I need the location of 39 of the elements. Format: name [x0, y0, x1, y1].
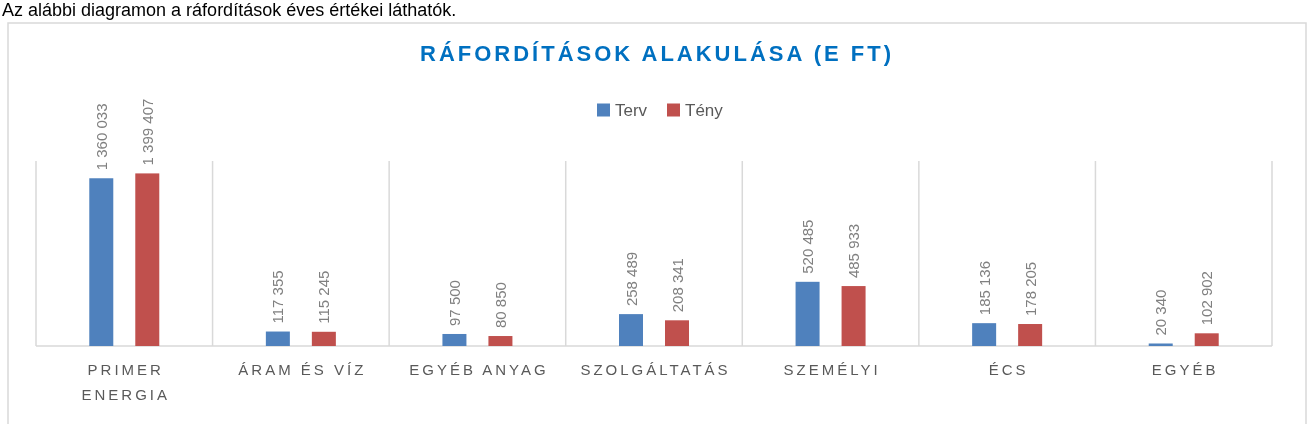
- data-label: 178 205: [1021, 261, 1039, 317]
- x-tick-label: ÁRAM ÉS VÍZ: [238, 361, 367, 378]
- bar: [795, 281, 820, 346]
- bar: [841, 286, 866, 346]
- x-tick-label: SZEMÉLYI: [783, 361, 881, 378]
- bar: [442, 333, 467, 346]
- data-label: 97 500: [445, 280, 463, 326]
- bar: [89, 178, 114, 346]
- bar: [265, 331, 290, 346]
- data-label: 102 902: [1198, 271, 1216, 326]
- bar: [1194, 333, 1219, 346]
- text: Az alábbi diagramon a ráfordítások éves értékei láthatók.: [2, 0, 457, 20]
- legend-label: Tény: [685, 100, 724, 120]
- data-label: 208 341: [668, 258, 686, 313]
- bar: [488, 336, 513, 346]
- x-tick-label: EGYÉB ANYAG: [409, 361, 549, 378]
- data-label: 117 355: [269, 270, 287, 324]
- chart-title: RÁFORDÍTÁSOK ALAKULÁSA (E FT): [420, 40, 894, 66]
- bar: [619, 314, 643, 346]
- data-label: 1 399 407: [138, 98, 156, 166]
- bar: [1018, 324, 1043, 346]
- data-label: 185 136: [975, 260, 993, 316]
- data-label: 1 360 033: [92, 103, 110, 171]
- x-tick-label: ÉCS: [988, 361, 1029, 378]
- data-label: 20 340: [1152, 289, 1170, 336]
- bar: [972, 323, 997, 346]
- data-label: 258 489: [622, 251, 640, 307]
- bar: [135, 173, 160, 346]
- bar: [311, 331, 336, 346]
- x-tick-label: EGYÉB: [1151, 361, 1219, 378]
- bar: [1148, 343, 1173, 346]
- legend-label: Terv: [615, 100, 648, 120]
- data-label: 80 850: [491, 282, 509, 329]
- x-tick-label: SZOLGÁLTATÁS: [580, 361, 731, 378]
- bar: [665, 320, 689, 346]
- x-tick-label: PRIMER ENERGIA: [81, 361, 171, 403]
- data-label: 520 485: [799, 219, 817, 274]
- data-label: 115 245: [315, 270, 333, 324]
- data-label: 485 933: [845, 223, 863, 279]
